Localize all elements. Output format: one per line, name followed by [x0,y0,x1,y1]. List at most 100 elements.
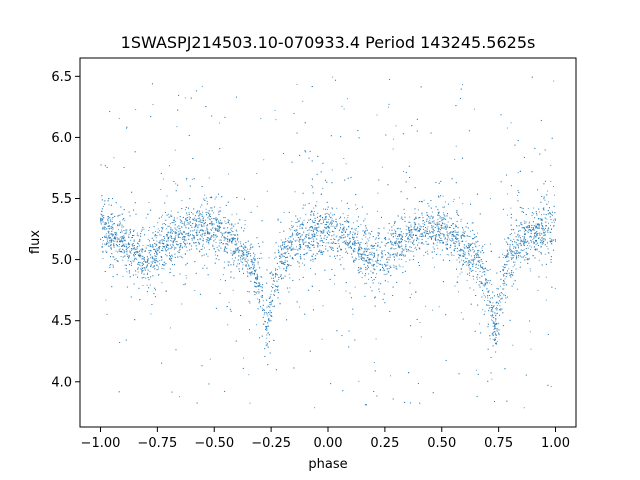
data-point [513,283,515,285]
data-point [477,252,479,254]
data-point [532,207,534,209]
data-point [266,313,268,315]
data-point [271,286,273,288]
data-point [341,106,343,108]
data-point [224,250,226,252]
data-point [511,285,513,287]
data-point [480,251,482,253]
data-point [391,243,393,245]
data-point [233,250,235,252]
data-point [245,260,247,262]
data-point [555,240,557,242]
data-point [431,237,433,239]
data-point [102,227,103,229]
data-point [474,258,476,260]
data-point [537,189,539,191]
data-point [265,329,267,331]
data-point [281,278,283,280]
data-point [376,265,378,267]
data-point [397,244,399,246]
data-point [111,226,113,228]
data-point [510,259,512,261]
data-point [402,266,404,268]
data-point [245,264,247,266]
data-point [346,219,348,221]
data-point [250,260,252,262]
data-point [498,296,500,298]
data-point [133,239,135,241]
data-point [436,244,438,246]
data-point [429,232,431,234]
data-point [506,260,508,262]
data-point [443,218,445,220]
data-point [458,257,460,259]
data-point [107,245,109,247]
data-point [250,272,252,274]
data-point [465,240,467,242]
data-point [228,173,230,175]
data-point [472,242,474,244]
data-point [347,233,349,235]
data-point [497,323,499,325]
data-point [209,232,211,234]
data-point [441,222,443,224]
data-point [175,247,177,249]
data-point [365,250,367,252]
data-point [266,269,268,271]
data-point [311,226,313,228]
data-point [526,227,528,229]
data-point [380,263,382,265]
data-point [414,224,416,226]
data-point [523,226,525,228]
data-point [352,222,354,224]
data-point [137,267,139,269]
data-point [551,214,553,216]
data-point [310,226,312,228]
data-point [382,270,384,272]
data-point [456,247,458,249]
data-point [232,289,234,291]
data-point [408,228,410,230]
data-point [544,199,546,201]
data-point [387,232,389,234]
data-point [191,211,193,213]
data-point [198,250,200,252]
data-point [431,227,433,229]
data-point [338,245,340,247]
data-point [476,274,478,276]
data-point [473,289,475,291]
data-point [133,235,135,237]
data-point [394,229,396,231]
data-point [492,338,494,340]
data-point [306,234,308,236]
data-point [510,254,512,256]
data-point [416,130,418,132]
data-point [280,254,282,256]
data-point [180,244,182,246]
data-point [332,230,334,232]
data-point [539,242,541,244]
data-point [336,235,338,237]
data-point [530,230,532,232]
data-point [418,223,420,225]
data-point [218,221,220,223]
data-point [429,219,431,221]
data-point [232,237,234,239]
data-point [137,250,139,252]
data-point [225,237,227,239]
data-point [394,243,396,245]
data-point [338,243,340,245]
data-point [308,203,310,205]
data-point [135,109,137,111]
data-point [523,220,525,222]
data-point [199,214,201,216]
data-point [143,261,145,263]
data-point [169,258,171,260]
data-point [515,246,517,248]
data-point [545,221,547,223]
data-point [419,225,421,227]
data-point [113,240,115,242]
data-point [423,243,425,245]
data-point [475,369,477,371]
data-point [185,225,187,227]
